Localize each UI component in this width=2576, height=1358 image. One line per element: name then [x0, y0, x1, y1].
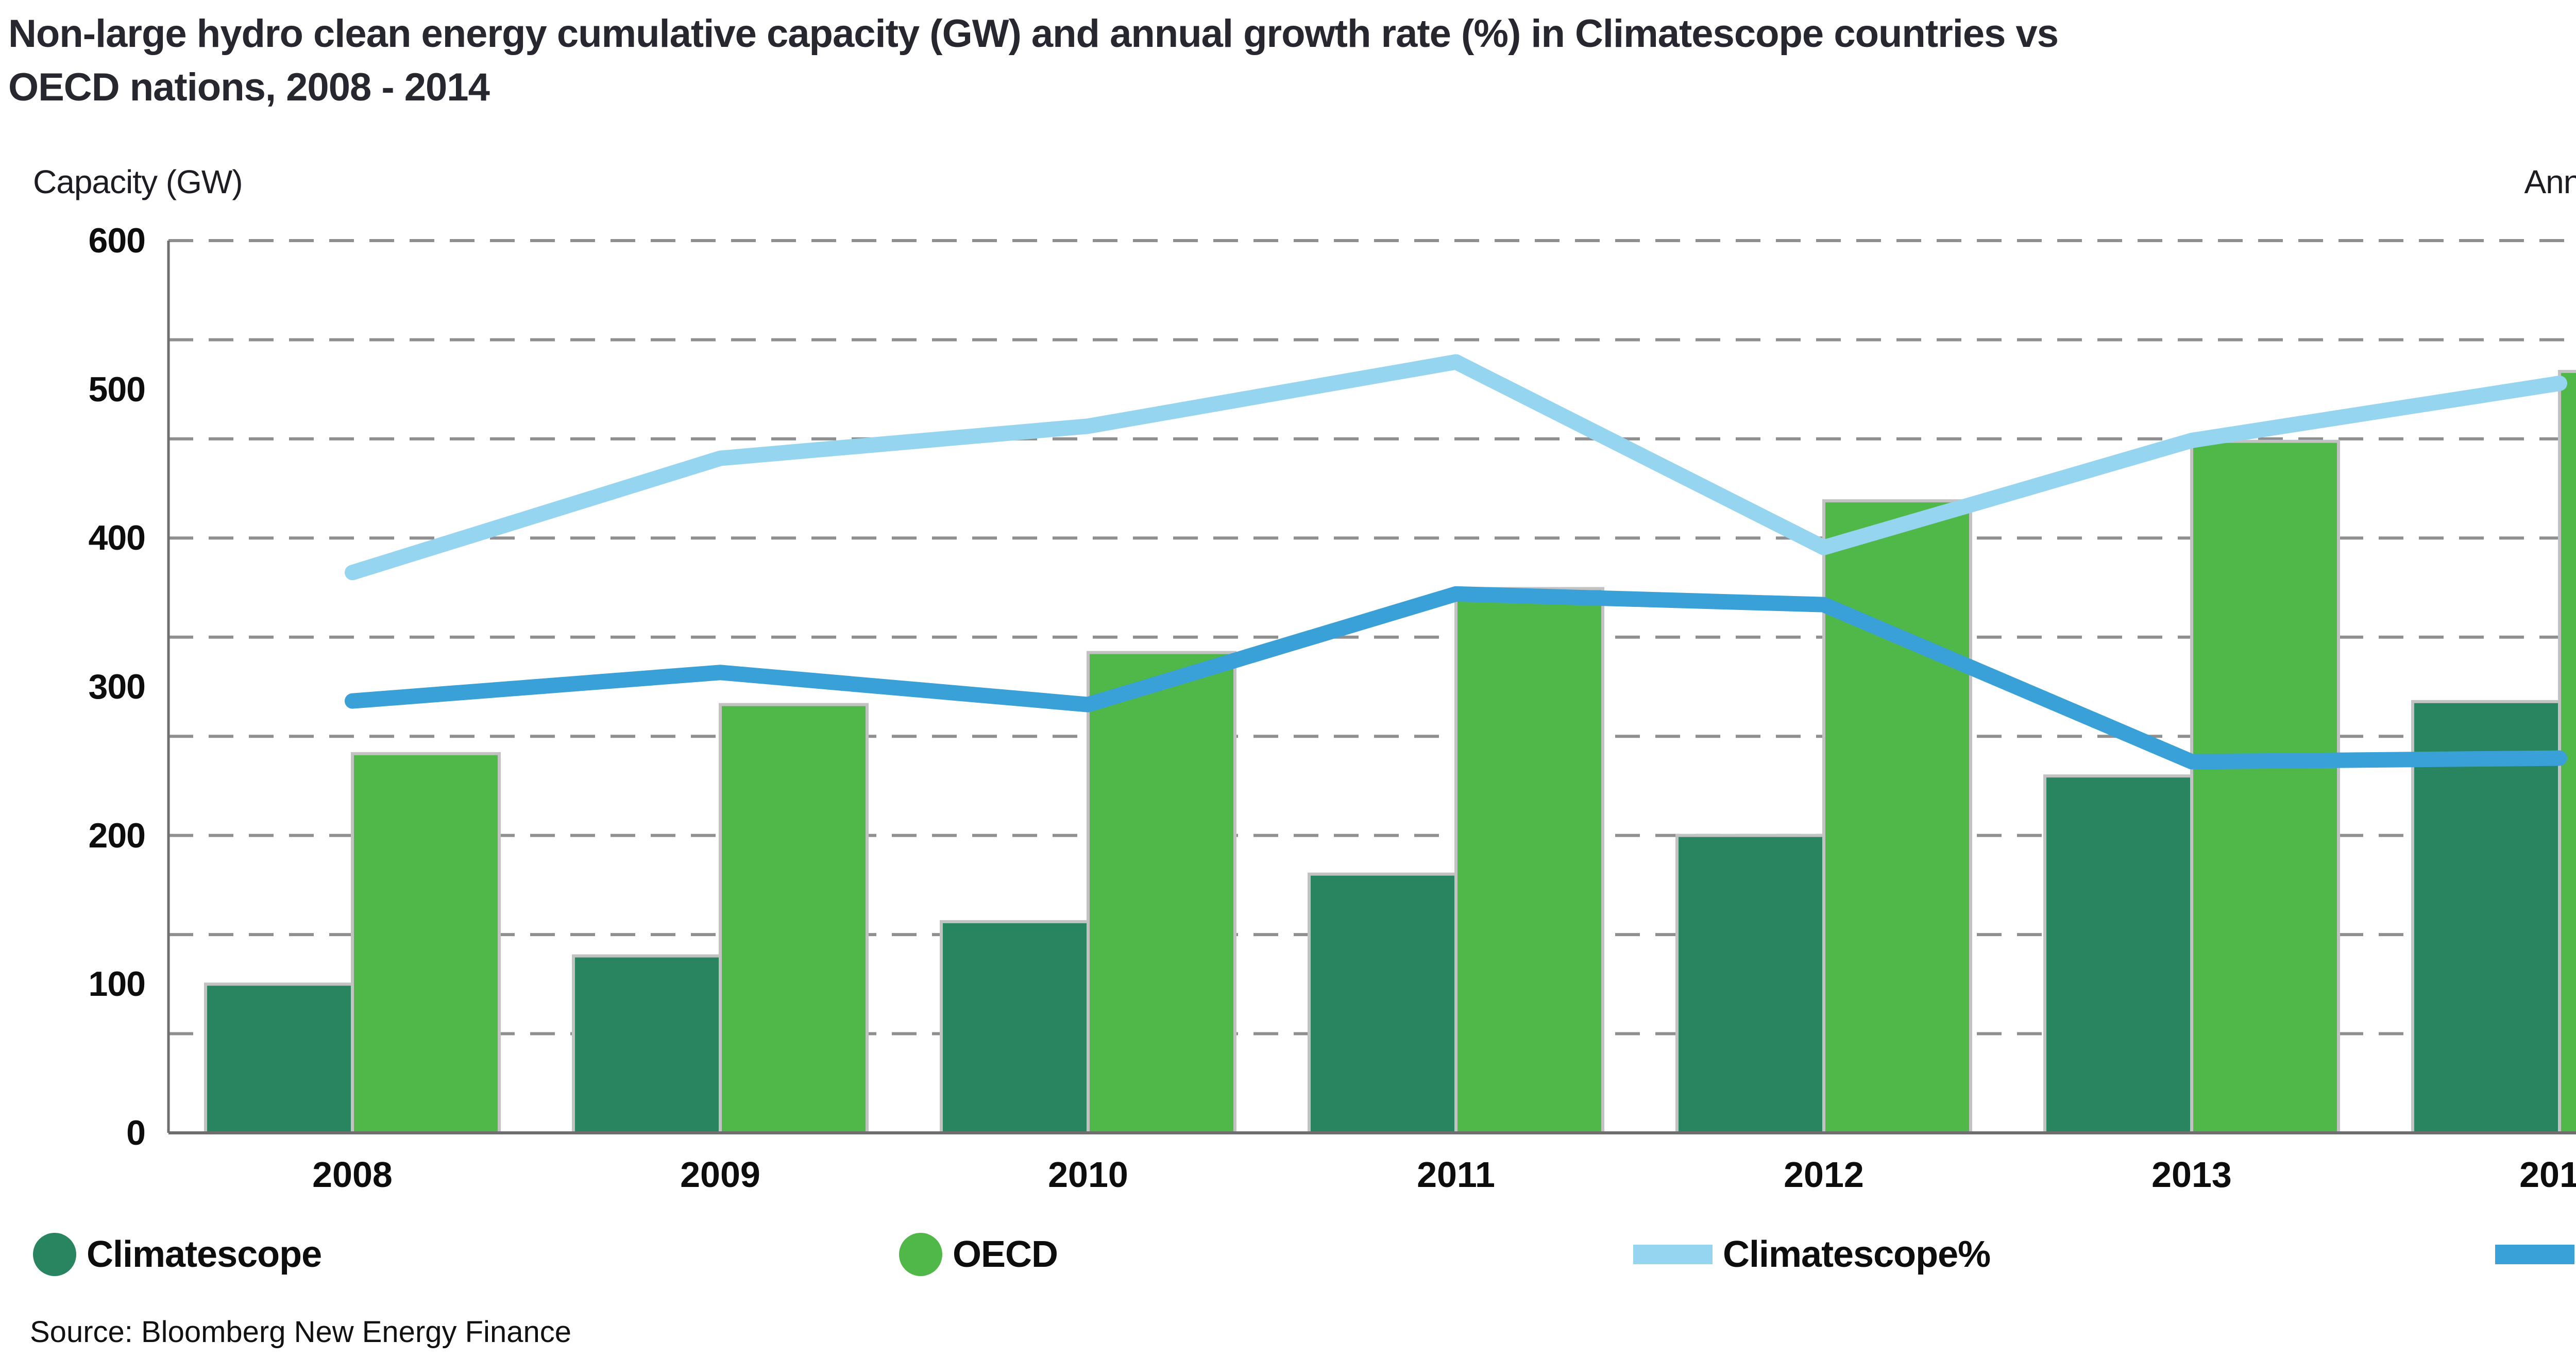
- x-axis-label-2013: 2013: [2151, 1155, 2232, 1195]
- left-axis-tick-label: 500: [88, 369, 146, 409]
- left-axis-tick-label: 200: [88, 816, 146, 855]
- plot-area: [167, 239, 2576, 1135]
- left-axis-tick-label: 100: [88, 964, 146, 1004]
- legend-circle-swatch: [899, 1233, 942, 1276]
- bar-oecd-2011: [1454, 587, 1604, 1134]
- legend-circle-swatch: [33, 1233, 76, 1276]
- chart-title-line2: OECD nations, 2008 - 2014: [8, 65, 490, 109]
- left-axis-title: Capacity (GW): [33, 163, 243, 200]
- legend-item-oecdpct: OECD%: [2495, 1230, 2576, 1279]
- legend-item-climatescope: Climatescope: [33, 1230, 322, 1279]
- chart-title: Non-large hydro clean energy cumulative …: [8, 7, 2576, 114]
- legend-label: Climatescope%: [1723, 1234, 1991, 1275]
- left-axis-tick-label: 300: [88, 667, 146, 706]
- bar-climatescope-2008: [204, 982, 354, 1135]
- left-axis-tick-label: 400: [88, 518, 146, 558]
- x-axis-label-2014: 2014: [2519, 1155, 2576, 1195]
- x-axis-label-2012: 2012: [1784, 1155, 1864, 1195]
- legend-item-climatescopepct: Climatescope%: [1633, 1230, 1991, 1279]
- chart-title-line1: Non-large hydro clean energy cumulative …: [8, 12, 2059, 56]
- legend-line-swatch: [1633, 1245, 1713, 1264]
- bar-oecd-2010: [1087, 651, 1236, 1134]
- left-axis-tick-label: 0: [126, 1113, 146, 1152]
- line-oecd%: [345, 586, 2567, 770]
- bar-oecd-2013: [2190, 439, 2340, 1135]
- bar-climatescope-2012: [1675, 834, 1825, 1134]
- right-axis-title: Annual growth rate (%): [2524, 163, 2576, 200]
- source-note: Source: Bloomberg New Energy Finance: [30, 1315, 571, 1349]
- x-axis-label-2008: 2008: [312, 1155, 393, 1195]
- bar-oecd-2012: [1822, 499, 1972, 1135]
- left-axis-tick-label: 600: [88, 221, 146, 260]
- legend-label: Climatescope: [87, 1234, 322, 1275]
- x-axis-label-2009: 2009: [680, 1155, 760, 1195]
- x-axis-label-2010: 2010: [1048, 1155, 1128, 1195]
- bar-oecd-2008: [351, 752, 501, 1134]
- bar-oecd-2009: [719, 703, 869, 1134]
- legend-item-oecd: OECD: [899, 1230, 1058, 1279]
- bar-climatescope-2010: [940, 920, 1090, 1135]
- x-axis-label-2011: 2011: [1417, 1155, 1495, 1195]
- bar-climatescope-2009: [572, 954, 722, 1135]
- bar-climatescope-2011: [1308, 872, 1458, 1134]
- legend-line-swatch: [2495, 1245, 2574, 1264]
- bar-climatescope-2013: [2043, 774, 2193, 1134]
- legend-label: OECD: [953, 1234, 1058, 1275]
- line-climatescope%: [345, 354, 2567, 581]
